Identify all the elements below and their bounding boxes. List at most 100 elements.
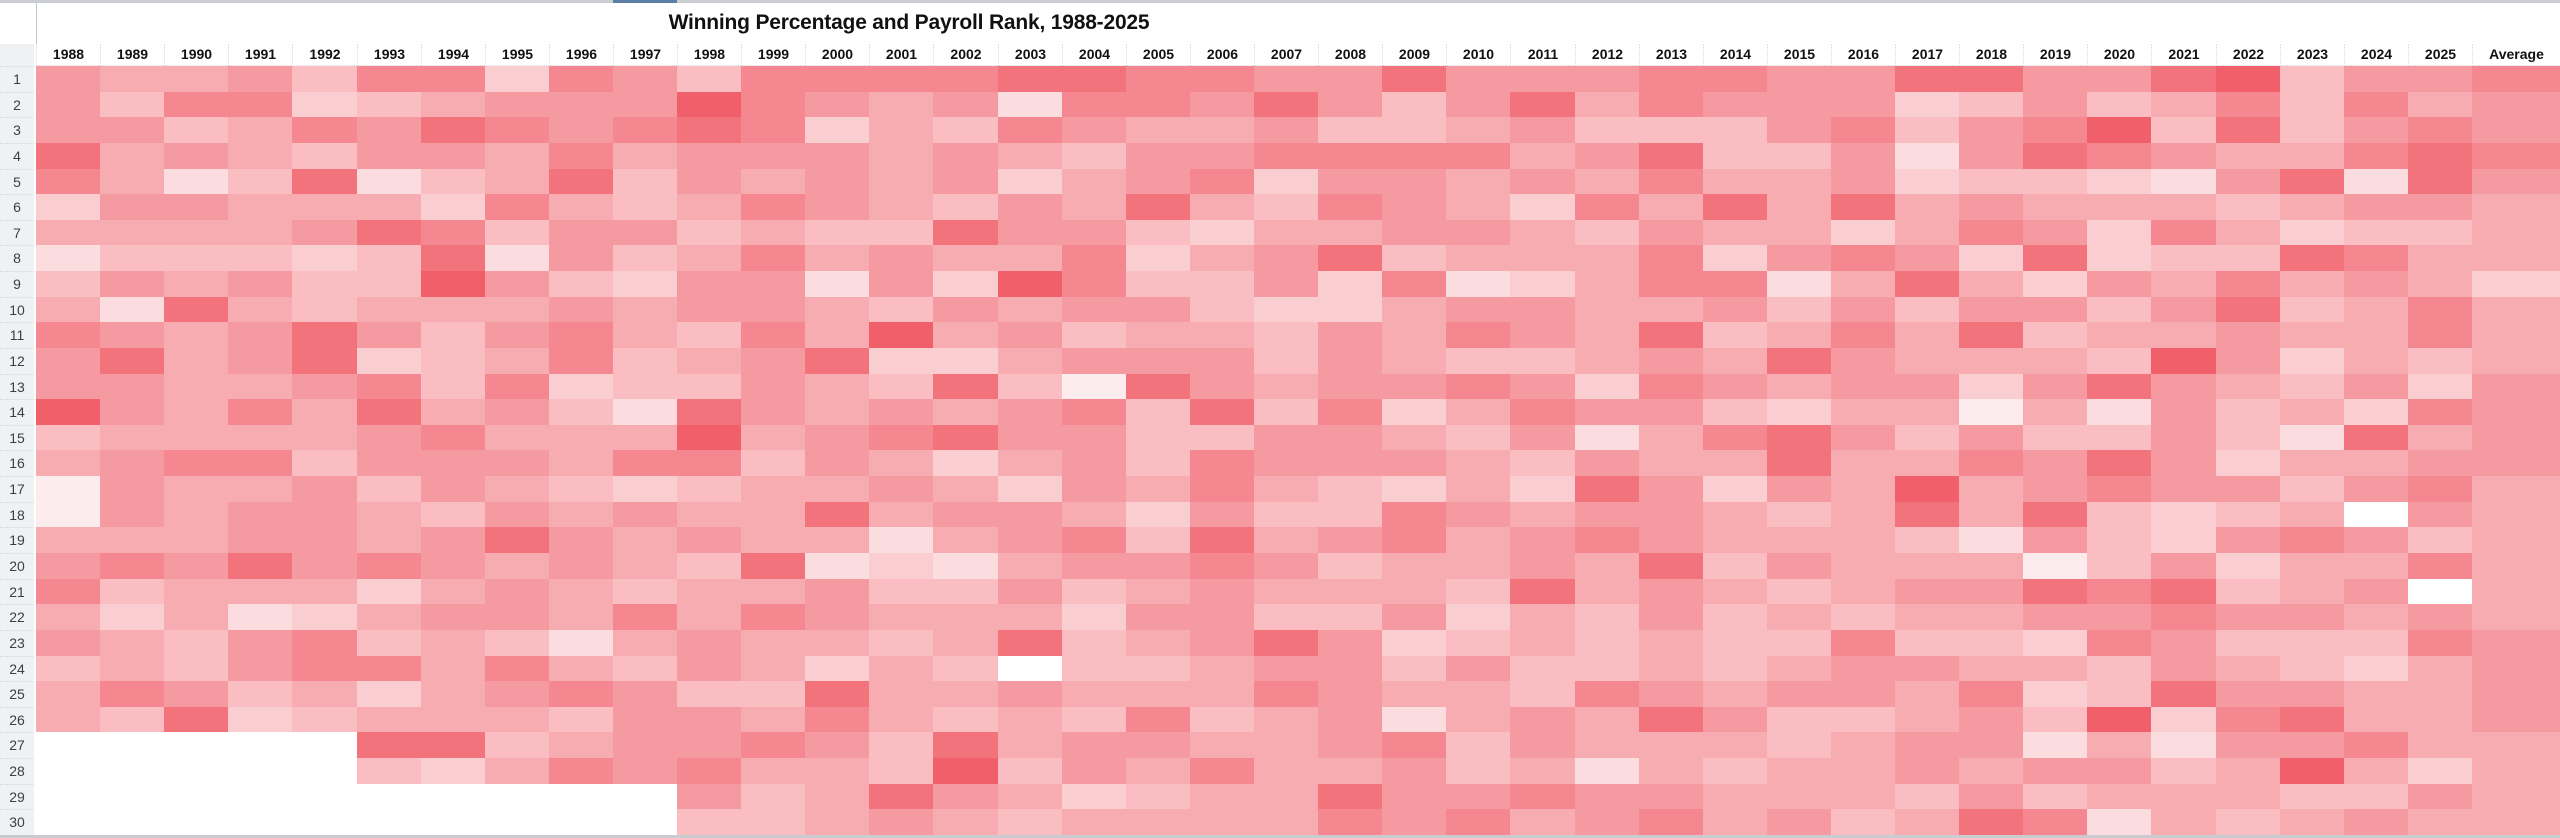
heatmap-cell[interactable]	[2151, 630, 2216, 656]
heatmap-cell[interactable]	[1639, 450, 1703, 476]
heatmap-cell[interactable]	[1959, 450, 2023, 476]
heatmap-cell[interactable]	[805, 809, 869, 835]
heatmap-cell[interactable]	[485, 245, 549, 271]
heatmap-cell[interactable]	[869, 604, 933, 630]
heatmap-cell[interactable]	[2344, 476, 2408, 502]
heatmap-cell[interactable]	[1767, 809, 1831, 835]
heatmap-cell[interactable]	[1126, 604, 1190, 630]
heatmap-cell[interactable]	[869, 476, 933, 502]
heatmap-cell[interactable]	[1446, 604, 1510, 630]
heatmap-cell[interactable]	[1575, 245, 1639, 271]
heatmap-cell[interactable]	[2023, 732, 2087, 758]
heatmap-cell[interactable]	[1190, 553, 1254, 579]
heatmap-cell[interactable]	[1446, 271, 1510, 297]
heatmap-cell[interactable]	[1446, 630, 1510, 656]
heatmap-cell[interactable]	[1703, 143, 1767, 169]
heatmap-cell[interactable]	[2087, 322, 2151, 348]
heatmap-cell[interactable]	[1959, 656, 2023, 681]
heatmap-cell[interactable]	[2472, 399, 2560, 425]
heatmap-cell[interactable]	[2408, 553, 2472, 579]
heatmap-cell[interactable]	[2087, 707, 2151, 732]
heatmap-cell[interactable]	[933, 425, 998, 450]
row-header-10[interactable]: 10	[0, 297, 34, 322]
heatmap-cell[interactable]	[2151, 271, 2216, 297]
heatmap-cell[interactable]	[2472, 374, 2560, 399]
heatmap-cell[interactable]	[1382, 374, 1446, 399]
heatmap-cell[interactable]	[613, 399, 677, 425]
heatmap-cell[interactable]	[1767, 399, 1831, 425]
heatmap-cell[interactable]	[1703, 117, 1767, 143]
heatmap-cell[interactable]	[1190, 758, 1254, 784]
row-header-12[interactable]: 12	[0, 348, 34, 374]
heatmap-cell[interactable]	[2280, 271, 2344, 297]
heatmap-cell[interactable]	[1062, 476, 1126, 502]
heatmap-cell[interactable]	[549, 656, 613, 681]
heatmap-cell[interactable]	[1575, 579, 1639, 604]
heatmap-cell[interactable]	[1382, 425, 1446, 450]
heatmap-cell[interactable]	[1126, 553, 1190, 579]
heatmap-cell[interactable]	[2472, 92, 2560, 117]
column-header-1998[interactable]: 1998	[677, 44, 741, 66]
heatmap-cell[interactable]	[1959, 425, 2023, 450]
heatmap-cell[interactable]	[2280, 630, 2344, 656]
heatmap-cell[interactable]	[357, 169, 421, 194]
heatmap-cell[interactable]	[1318, 527, 1382, 553]
heatmap-cell[interactable]	[2472, 271, 2560, 297]
heatmap-cell[interactable]	[1062, 399, 1126, 425]
heatmap-cell[interactable]	[869, 245, 933, 271]
heatmap-cell[interactable]	[2023, 656, 2087, 681]
heatmap-cell[interactable]	[998, 169, 1062, 194]
heatmap-cell[interactable]	[1831, 476, 1895, 502]
heatmap-cell[interactable]	[485, 169, 549, 194]
heatmap-cell[interactable]	[1510, 245, 1575, 271]
heatmap-cell[interactable]	[485, 450, 549, 476]
heatmap-cell[interactable]	[1575, 194, 1639, 220]
heatmap-cell[interactable]	[1190, 220, 1254, 245]
heatmap-cell[interactable]	[2408, 527, 2472, 553]
column-header-2021[interactable]: 2021	[2151, 44, 2216, 66]
heatmap-cell[interactable]	[2472, 220, 2560, 245]
heatmap-cell[interactable]	[1190, 425, 1254, 450]
heatmap-cell[interactable]	[2344, 784, 2408, 809]
heatmap-cell[interactable]	[2472, 681, 2560, 707]
heatmap-cell[interactable]	[1126, 348, 1190, 374]
heatmap-cell[interactable]	[613, 117, 677, 143]
heatmap-cell[interactable]	[1703, 732, 1767, 758]
heatmap-cell[interactable]	[998, 92, 1062, 117]
heatmap-cell[interactable]	[421, 322, 485, 348]
heatmap-cell[interactable]	[1126, 220, 1190, 245]
heatmap-cell[interactable]	[2472, 809, 2560, 835]
heatmap-cell[interactable]	[2408, 579, 2472, 604]
heatmap-cell[interactable]	[1126, 579, 1190, 604]
heatmap-cell[interactable]	[421, 297, 485, 322]
heatmap-cell[interactable]	[998, 758, 1062, 784]
heatmap-cell[interactable]	[1831, 681, 1895, 707]
heatmap-cell[interactable]	[1703, 399, 1767, 425]
heatmap-cell[interactable]	[357, 374, 421, 399]
heatmap-cell[interactable]	[36, 194, 100, 220]
heatmap-cell[interactable]	[2344, 604, 2408, 630]
heatmap-cell[interactable]	[1895, 220, 1959, 245]
heatmap-cell[interactable]	[1639, 656, 1703, 681]
heatmap-cell[interactable]	[2280, 553, 2344, 579]
heatmap-cell[interactable]	[1639, 271, 1703, 297]
heatmap-cell[interactable]	[805, 399, 869, 425]
heatmap-cell[interactable]	[2023, 374, 2087, 399]
heatmap-cell[interactable]	[2023, 579, 2087, 604]
row-header-23[interactable]: 23	[0, 630, 34, 656]
heatmap-cell[interactable]	[741, 117, 805, 143]
heatmap-cell[interactable]	[1831, 143, 1895, 169]
heatmap-cell[interactable]	[677, 399, 741, 425]
heatmap-cell[interactable]	[1318, 245, 1382, 271]
heatmap-cell[interactable]	[549, 92, 613, 117]
heatmap-cell[interactable]	[2151, 604, 2216, 630]
heatmap-cell[interactable]	[2216, 450, 2280, 476]
heatmap-cell[interactable]	[357, 245, 421, 271]
heatmap-cell[interactable]	[2344, 579, 2408, 604]
heatmap-cell[interactable]	[869, 732, 933, 758]
heatmap-cell[interactable]	[100, 630, 164, 656]
heatmap-cell[interactable]	[2472, 553, 2560, 579]
heatmap-cell[interactable]	[1959, 681, 2023, 707]
heatmap-cell[interactable]	[1190, 66, 1254, 92]
heatmap-cell[interactable]	[998, 220, 1062, 245]
